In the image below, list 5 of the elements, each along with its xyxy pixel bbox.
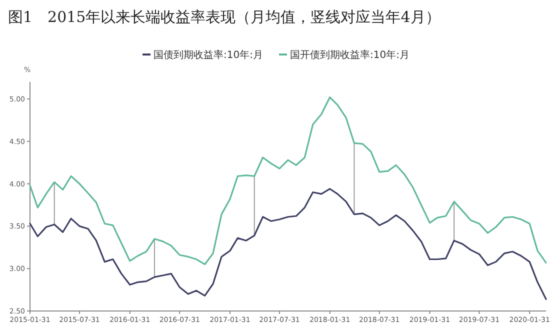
legend-label: 国债到期收益率:10年:月 [154, 49, 263, 61]
legend-label: 国开债到期收益率:10年:月 [290, 49, 410, 61]
chart-title: 图1 2015年以来长端收益率表现（月均值，竖线对应当年4月） [8, 8, 440, 26]
line-series [29, 188, 547, 300]
line-series [29, 96, 547, 266]
